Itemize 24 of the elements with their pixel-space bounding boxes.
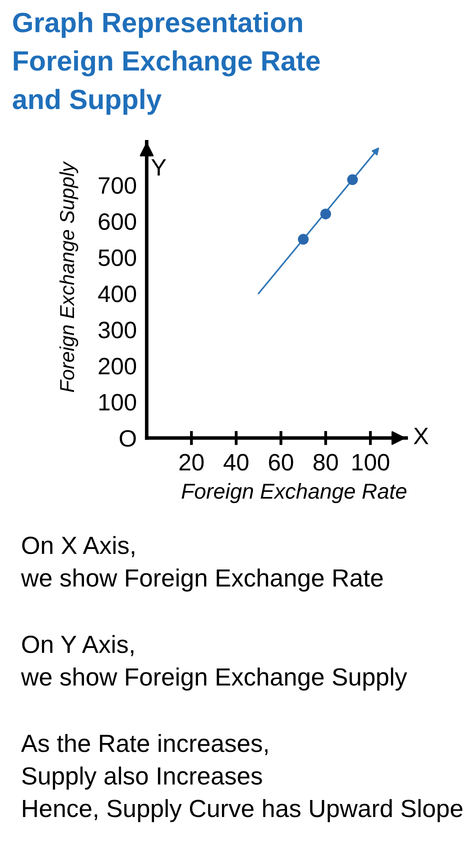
- annotation: Y: [151, 159, 166, 176]
- y-tick-label: 300: [98, 322, 136, 338]
- y-tick-label: 700: [98, 177, 136, 194]
- x-tick-label: 60: [268, 454, 294, 471]
- x-tick-label: 100: [352, 454, 390, 471]
- y-tick-label: O: [120, 430, 136, 447]
- y-tick-label: 200: [98, 358, 136, 375]
- y-tick-label: 400: [98, 286, 136, 302]
- chart-title: Graph Representation Foreign Exchange Rate and Supply: [12, 12, 320, 115]
- x-axis-title: Foreign Exchange Rate: [182, 483, 406, 504]
- y-tick-label: 500: [98, 249, 136, 266]
- y-tick-label: 600: [98, 213, 136, 230]
- point: [320, 208, 332, 220]
- text: As the Rate increases, Supply also Increases Hence, Supply Curve has Upward Slope: [21, 734, 462, 822]
- text: On Y Axis, we show Foreign Exchange Supply: [20, 635, 408, 691]
- x-tick-label: 20: [180, 454, 204, 471]
- y-axis-title: Foreign Exchange Supply: [59, 161, 78, 392]
- x-tick-label: 80: [314, 454, 338, 471]
- x-tick-label: 40: [224, 454, 248, 471]
- y-tick-label: 100: [99, 394, 136, 411]
- text: On X Axis, we show Foreign Exchange Rate: [20, 536, 383, 592]
- point: [298, 234, 309, 245]
- point: [347, 174, 358, 186]
- text: X: [414, 428, 428, 444]
